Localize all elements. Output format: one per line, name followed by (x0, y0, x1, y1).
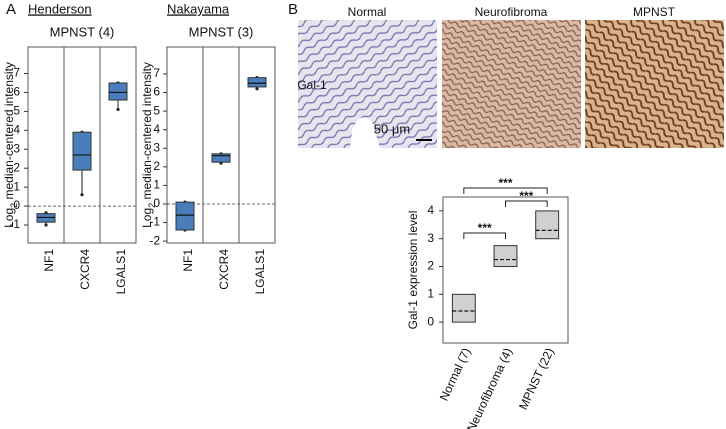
y-tick-label: 2 (427, 259, 434, 273)
y-axis-label: Log2 median-centered intensity (140, 62, 157, 228)
plot-frame (166, 46, 276, 244)
significance-label: *** (478, 221, 492, 235)
y-tick-label: -1 (149, 215, 160, 229)
whisker-end (44, 223, 48, 227)
y-tick-label: 2 (13, 160, 20, 174)
box (535, 210, 560, 240)
chart-title: Henderson (28, 1, 92, 16)
significance-label: *** (498, 176, 512, 190)
plot-frame (27, 46, 137, 244)
x-tick-label: Normal (7) (437, 346, 474, 403)
x-tick-label: CXCR4 (217, 249, 231, 290)
y-tick-label: 0 (13, 198, 20, 212)
whisker-end (255, 87, 259, 91)
y-tick-label: 0 (153, 196, 160, 210)
y-tick-label: 7 (153, 66, 160, 80)
whisker-end (116, 107, 120, 112)
y-tick-label: 3 (427, 231, 434, 245)
y-axis-label-part: median-centered intensity (2, 62, 16, 203)
box (247, 77, 267, 88)
x-tick-label: NF1 (181, 249, 195, 272)
image-label: Normal (348, 5, 387, 19)
y-tick-label: -1 (9, 217, 20, 231)
box (72, 131, 92, 171)
significance-bracket (505, 200, 548, 207)
y-tick-label: 6 (153, 85, 160, 99)
y-axis-label: Log2 median-centered intensity (2, 62, 19, 228)
y-axis-label-part: 2 (147, 203, 157, 208)
y-tick-label: 3 (13, 141, 20, 155)
y-axis-label: Gal-1 expression level (406, 211, 420, 330)
box (108, 82, 128, 101)
significance-bracket (463, 232, 506, 239)
x-tick-label: LGALS1 (114, 249, 128, 295)
box (451, 293, 476, 323)
box (211, 153, 231, 163)
image-label: Neurofibroma (475, 5, 548, 19)
y-tick-label: 5 (153, 103, 160, 117)
box (175, 201, 195, 231)
y-tick-label: 1 (427, 287, 434, 301)
y-axis-label-part: Gal-1 expression level (406, 211, 420, 330)
y-tick-label: 4 (13, 122, 20, 136)
y-tick-label: 0 (427, 314, 434, 328)
image-label: MPNST (633, 5, 676, 19)
y-axis-label-part: Log (140, 208, 154, 228)
x-tick-label: CXCR4 (78, 249, 92, 290)
panel-label: B (288, 1, 298, 18)
whisker-end (80, 193, 84, 197)
y-tick-label: 3 (153, 140, 160, 154)
chart-subtitle: MPNST (4) (50, 24, 115, 39)
y-axis-label-part: 2 (9, 203, 19, 208)
y-tick-label: 4 (153, 122, 160, 136)
x-tick-label: Neurofibroma (4) (464, 346, 515, 429)
x-tick-label: LGALS1 (253, 249, 267, 295)
y-tick-label: 1 (13, 179, 20, 193)
y-tick-label: 4 (427, 203, 434, 217)
y-tick-label: 6 (13, 85, 20, 99)
y-axis-label-part: Log (2, 208, 16, 228)
lumen (350, 117, 380, 148)
x-tick-label: NF1 (42, 249, 56, 272)
scale-bar-label: 50 μm (374, 121, 410, 136)
y-tick-label: 5 (13, 104, 20, 118)
y-tick-label: 2 (153, 159, 160, 173)
chart-title: Nakayama (167, 1, 230, 16)
y-tick-label: 7 (13, 66, 20, 80)
histology-image (585, 20, 724, 148)
x-tick-label: MPNST (22) (516, 346, 557, 412)
chart-subtitle: MPNST (3) (189, 24, 254, 39)
y-tick-label: 1 (153, 178, 160, 192)
significance-label: *** (519, 189, 533, 203)
histology-image (442, 20, 581, 148)
significance-bracket (463, 187, 548, 194)
plot-frame (442, 196, 569, 344)
row-label: Gal-1 (297, 78, 327, 92)
box (493, 245, 518, 268)
panel-label: A (6, 1, 16, 18)
y-tick-label: -2 (149, 233, 160, 247)
y-axis-label-part: median-centered intensity (140, 62, 154, 203)
